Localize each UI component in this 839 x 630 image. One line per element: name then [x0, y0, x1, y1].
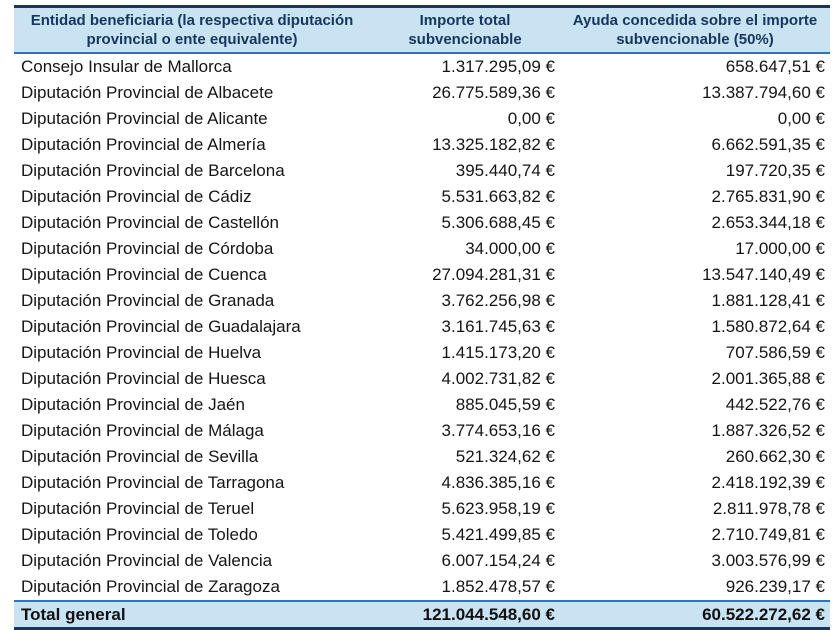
table-row: Diputación Provincial de Huesca 4.002.73… — [14, 366, 830, 392]
table-row: Diputación Provincial de Tarragona 4.836… — [14, 470, 830, 496]
entity-cell: Diputación Provincial de Teruel — [21, 499, 255, 519]
subsidies-table: Entidad beneficiaria (la respectiva dipu… — [14, 5, 830, 630]
table-row: Diputación Provincial de Cádiz 5.531.663… — [14, 184, 830, 210]
table-row: Diputación Provincial de Huelva 1.415.17… — [14, 340, 830, 366]
ayuda-cell: 2.710.749,81 € — [711, 525, 825, 545]
table-row: Diputación Provincial de Alicante 0,00 €… — [14, 106, 830, 132]
entity-cell: Diputación Provincial de Valencia — [21, 551, 273, 571]
entity-cell: Diputación Provincial de Córdoba — [21, 239, 274, 259]
entity-cell: Diputación Provincial de Huesca — [21, 369, 266, 389]
header-row: Entidad beneficiaria (la respectiva dipu… — [14, 5, 830, 55]
table-row: Consejo Insular de Mallorca 1.317.295,09… — [14, 53, 830, 80]
importe-cell: 4.002.731,82 € — [441, 369, 555, 389]
ayuda-cell: 197.720,35 € — [725, 161, 825, 181]
importe-cell: 27.094.281,31 € — [432, 265, 555, 285]
entity-cell: Diputación Provincial de Almería — [21, 135, 266, 155]
total-row: Total general 121.044.548,60 € 60.522.27… — [14, 600, 830, 630]
ayuda-cell: 1.887.326,52 € — [711, 421, 825, 441]
table-row: Diputación Provincial de Granada 3.762.2… — [14, 288, 830, 314]
ayuda-cell: 17.000,00 € — [735, 239, 825, 259]
entity-cell: Consejo Insular de Mallorca — [21, 57, 232, 77]
ayuda-cell: 707.586,59 € — [725, 343, 825, 363]
table-row: Diputación Provincial de Teruel 5.623.95… — [14, 496, 830, 522]
entity-cell: Diputación Provincial de Castellón — [21, 213, 279, 233]
table-body: Consejo Insular de Mallorca 1.317.295,09… — [14, 53, 830, 601]
header-entity: Entidad beneficiaria (la respectiva dipu… — [14, 5, 370, 55]
entity-cell: Diputación Provincial de Zaragoza — [21, 577, 280, 597]
importe-cell: 13.325.182,82 € — [432, 135, 555, 155]
header-importe: Importe total subvencionable — [370, 5, 560, 55]
ayuda-cell: 13.547.140,49 € — [702, 265, 825, 285]
ayuda-cell: 260.662,30 € — [725, 447, 825, 467]
entity-cell: Diputación Provincial de Jaén — [21, 395, 245, 415]
entity-cell: Diputación Provincial de Málaga — [21, 421, 264, 441]
total-label: Total general — [14, 600, 370, 630]
importe-cell: 885.045,59 € — [455, 395, 555, 415]
entity-cell: Diputación Provincial de Alicante — [21, 109, 268, 129]
table-header: Entidad beneficiaria (la respectiva dipu… — [14, 5, 830, 55]
ayuda-cell: 658.647,51 € — [725, 57, 825, 77]
ayuda-cell: 2.811.978,78 € — [712, 499, 825, 519]
ayuda-cell: 2.765.831,90 € — [711, 187, 825, 207]
importe-cell: 1.317.295,09 € — [441, 57, 555, 77]
table-row: Diputación Provincial de Castellón 5.306… — [14, 210, 830, 236]
entity-cell: Diputación Provincial de Sevilla — [21, 447, 259, 467]
ayuda-cell: 0,00 € — [777, 109, 825, 129]
entity-cell: Diputación Provincial de Toledo — [21, 525, 258, 545]
table-row: Diputación Provincial de Barcelona 395.4… — [14, 158, 830, 184]
ayuda-cell: 2.653.344,18 € — [711, 213, 825, 233]
importe-cell: 3.161.745,63 € — [441, 317, 555, 337]
table-row: Diputación Provincial de Cuenca 27.094.2… — [14, 262, 830, 288]
entity-cell: Diputación Provincial de Cuenca — [21, 265, 267, 285]
importe-cell: 34.000,00 € — [465, 239, 555, 259]
table-row: Diputación Provincial de Zaragoza 1.852.… — [14, 574, 830, 601]
importe-cell: 5.531.663,82 € — [441, 187, 555, 207]
importe-cell: 6.007.154,24 € — [441, 551, 555, 571]
table-row: Diputación Provincial de Córdoba 34.000,… — [14, 236, 830, 262]
table-row: Diputación Provincial de Málaga 3.774.65… — [14, 418, 830, 444]
entity-cell: Diputación Provincial de Albacete — [21, 83, 274, 103]
importe-cell: 521.324,62 € — [455, 447, 555, 467]
ayuda-cell: 2.418.192,39 € — [711, 473, 825, 493]
table-footer: Total general 121.044.548,60 € 60.522.27… — [14, 600, 830, 630]
importe-cell: 5.306.688,45 € — [441, 213, 555, 233]
importe-cell: 1.415.173,20 € — [441, 343, 555, 363]
ayuda-cell: 13.387.794,60 € — [702, 83, 825, 103]
total-importe: 121.044.548,60 € — [370, 600, 560, 630]
entity-cell: Diputación Provincial de Tarragona — [21, 473, 285, 493]
ayuda-cell: 926.239,17 € — [725, 577, 825, 597]
importe-cell: 395.440,74 € — [455, 161, 555, 181]
entity-cell: Diputación Provincial de Cádiz — [21, 187, 252, 207]
table-row: Diputación Provincial de Valencia 6.007.… — [14, 548, 830, 574]
importe-cell: 4.836.385,16 € — [441, 473, 555, 493]
ayuda-cell: 2.001.365,88 € — [711, 369, 825, 389]
importe-cell: 3.762.256,98 € — [441, 291, 555, 311]
table-row: Diputación Provincial de Albacete 26.775… — [14, 80, 830, 106]
ayuda-cell: 1.580.872,64 € — [711, 317, 825, 337]
ayuda-cell: 1.881.128,41 € — [711, 291, 825, 311]
entity-cell: Diputación Provincial de Granada — [21, 291, 275, 311]
ayuda-cell: 442.522,76 € — [725, 395, 825, 415]
importe-cell: 3.774.653,16 € — [441, 421, 555, 441]
total-ayuda: 60.522.272,62 € — [560, 600, 830, 630]
importe-cell: 0,00 € — [507, 109, 555, 129]
entity-cell: Diputación Provincial de Huelva — [21, 343, 262, 363]
table-row: Diputación Provincial de Jaén 885.045,59… — [14, 392, 830, 418]
table-row: Diputación Provincial de Sevilla 521.324… — [14, 444, 830, 470]
table-row: Diputación Provincial de Guadalajara 3.1… — [14, 314, 830, 340]
importe-cell: 5.623.958,19 € — [441, 499, 555, 519]
header-ayuda: Ayuda concedida sobre el importe subvenc… — [560, 5, 830, 55]
importe-cell: 5.421.499,85 € — [441, 525, 555, 545]
importe-cell: 26.775.589,36 € — [432, 83, 555, 103]
table-row: Diputación Provincial de Almería 13.325.… — [14, 132, 830, 158]
importe-cell: 1.852.478,57 € — [441, 577, 555, 597]
ayuda-cell: 3.003.576,99 € — [711, 551, 825, 571]
entity-cell: Diputación Provincial de Barcelona — [21, 161, 285, 181]
table-row: Diputación Provincial de Toledo 5.421.49… — [14, 522, 830, 548]
ayuda-cell: 6.662.591,35 € — [711, 135, 825, 155]
entity-cell: Diputación Provincial de Guadalajara — [21, 317, 301, 337]
